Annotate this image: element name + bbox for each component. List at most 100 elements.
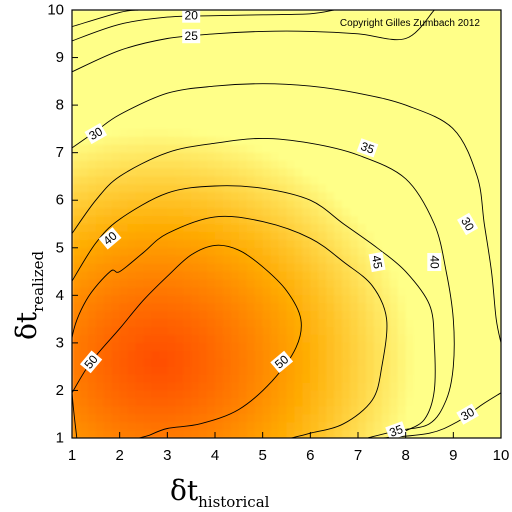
heatmap-cell xyxy=(262,231,272,241)
heatmap-cell xyxy=(413,17,423,27)
heatmap-cell xyxy=(342,176,351,186)
heatmap-cell xyxy=(429,65,439,75)
heatmap-cell xyxy=(302,200,312,209)
heatmap-cell xyxy=(79,350,89,360)
heatmap-cell xyxy=(222,382,232,392)
heatmap-cell xyxy=(167,350,177,360)
heatmap-cell xyxy=(191,41,200,51)
heatmap-cell xyxy=(477,295,486,305)
heatmap-cell xyxy=(469,120,478,130)
heatmap-cell xyxy=(294,57,304,67)
heatmap-cell xyxy=(175,255,185,265)
heatmap-cell xyxy=(246,327,256,336)
heatmap-cell xyxy=(183,184,192,194)
heatmap-cell xyxy=(437,398,447,408)
heatmap-cell xyxy=(453,374,463,384)
heatmap-cell xyxy=(230,231,240,241)
heatmap-cell xyxy=(262,406,272,416)
contour-label-background xyxy=(456,403,479,425)
heatmap-cell xyxy=(127,366,137,376)
y-tick-label: 10 xyxy=(47,2,64,19)
heatmap-cell xyxy=(350,247,359,257)
heatmap-cell xyxy=(254,65,264,75)
heatmap-cell xyxy=(461,208,471,217)
heatmap-cell xyxy=(183,358,192,368)
heatmap-cell xyxy=(143,65,153,75)
heatmap-cell xyxy=(215,152,224,162)
heatmap-cell xyxy=(183,303,192,312)
heatmap-cell xyxy=(493,224,501,233)
heatmap-cell xyxy=(103,65,113,75)
heatmap-cell xyxy=(461,319,471,328)
contour-line-45 xyxy=(72,215,388,438)
heatmap-cell xyxy=(191,334,200,344)
heatmap-cell xyxy=(413,184,423,194)
heatmap-cell xyxy=(222,430,232,438)
heatmap-cell xyxy=(79,208,89,217)
heatmap-cell xyxy=(151,263,161,273)
heatmap-cell xyxy=(278,216,288,225)
heatmap-cell xyxy=(127,89,137,98)
heatmap-cell xyxy=(365,430,375,438)
heatmap-cell xyxy=(159,422,169,431)
heatmap-cell xyxy=(222,73,232,83)
heatmap-cell xyxy=(151,160,161,170)
heatmap-cell xyxy=(350,263,359,273)
heatmap-cell xyxy=(302,374,312,384)
heatmap-cell xyxy=(175,334,185,344)
heatmap-cell xyxy=(262,160,272,170)
heatmap-cell xyxy=(95,73,105,83)
heatmap-cell xyxy=(397,120,407,130)
heatmap-cell xyxy=(87,152,97,162)
heatmap-cell xyxy=(405,382,415,392)
heatmap-cell xyxy=(207,263,216,273)
heatmap-cell xyxy=(318,144,328,154)
heatmap-cell xyxy=(310,398,320,408)
heatmap-cell xyxy=(342,239,351,249)
heatmap-cell xyxy=(365,406,375,416)
heatmap-cell xyxy=(413,41,423,51)
heatmap-cell xyxy=(238,152,248,162)
heatmap-cell xyxy=(405,81,415,91)
heatmap-cell xyxy=(397,406,407,416)
heatmap-cell xyxy=(461,144,471,154)
heatmap-cell xyxy=(485,342,494,352)
heatmap-cell xyxy=(111,168,121,178)
heatmap-cell xyxy=(246,41,256,51)
heatmap-cell xyxy=(405,57,415,67)
heatmap-cell xyxy=(294,430,304,438)
heatmap-cell xyxy=(302,319,312,328)
heatmap-cell xyxy=(87,216,97,225)
heatmap-cell xyxy=(294,342,304,352)
heatmap-cell xyxy=(302,279,312,289)
heatmap-cell xyxy=(405,49,415,59)
heatmap-cell xyxy=(119,406,129,416)
heatmap-cell xyxy=(207,105,216,114)
heatmap-cell xyxy=(373,231,383,241)
heatmap-cell xyxy=(302,350,312,360)
heatmap-cell xyxy=(151,208,161,217)
heatmap-cell xyxy=(119,152,129,162)
heatmap-cell xyxy=(159,239,169,249)
heatmap-cell xyxy=(119,97,129,106)
heatmap-cell xyxy=(103,255,113,265)
heatmap-cell xyxy=(302,295,312,305)
heatmap-cell xyxy=(485,271,494,281)
heatmap-cell xyxy=(215,382,224,392)
heatmap-cell xyxy=(207,319,216,328)
heatmap-cell xyxy=(445,358,455,368)
heatmap-cell xyxy=(326,327,335,336)
heatmap-cell xyxy=(413,279,423,289)
heatmap-cell xyxy=(381,247,391,257)
heatmap-cell xyxy=(373,113,383,122)
heatmap-cell xyxy=(437,208,447,217)
heatmap-cell xyxy=(135,279,145,289)
heatmap-cell xyxy=(421,350,431,360)
x-tick-label: 8 xyxy=(401,447,409,464)
heatmap-cell xyxy=(469,105,478,114)
heatmap-cell xyxy=(397,247,407,257)
heatmap-cell xyxy=(381,224,391,233)
heatmap-cell xyxy=(159,73,169,83)
heatmap-cell xyxy=(469,144,478,154)
heatmap-cell xyxy=(270,319,280,328)
